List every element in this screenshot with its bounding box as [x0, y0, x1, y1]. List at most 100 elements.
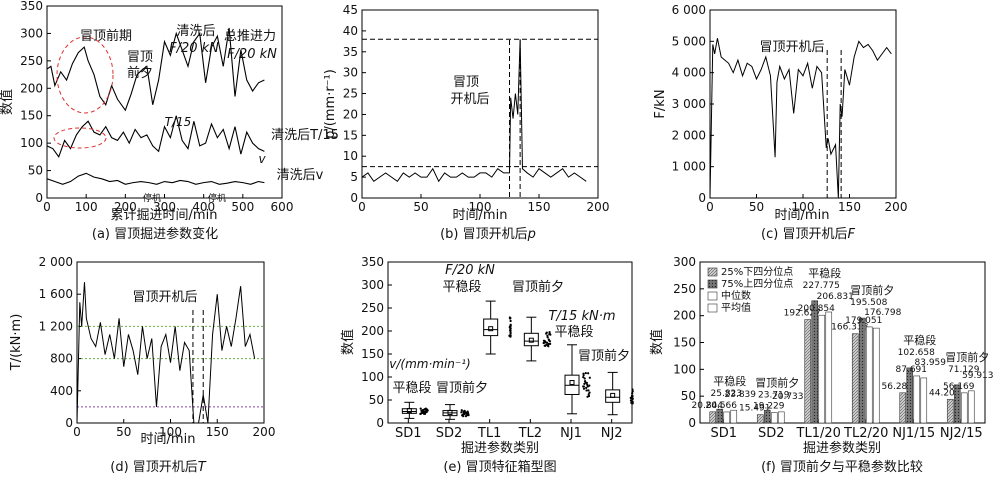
group-label: 冒顶前夕 — [945, 350, 989, 364]
x-tick-label: NJ1/15 — [892, 426, 935, 441]
data-label: 71.129 — [948, 365, 980, 375]
x-tick-label: NJ2/15 — [940, 426, 983, 441]
x-tick-label: NJ2 — [601, 426, 623, 441]
sample-point — [549, 342, 552, 346]
data-label: 56.286 — [882, 382, 914, 392]
y-tick-label: 2 000 — [672, 128, 706, 142]
x-tick-label: SD2 — [436, 426, 463, 441]
y-tick-label: 0 — [65, 416, 73, 430]
series-line-p — [361, 39, 587, 183]
data-label: 23.719 — [758, 390, 790, 400]
y-tick-label: 0 — [698, 191, 706, 205]
data-label: 102.658 — [898, 348, 935, 358]
data-label: 20.844 — [692, 401, 724, 411]
data-label: 227.775 — [803, 281, 840, 291]
x-axis-label: 时间/min — [141, 432, 196, 447]
sample-point — [545, 331, 548, 334]
panel-caption-var: p — [527, 227, 536, 242]
y-tick-label: 0 — [350, 191, 358, 205]
annotation: F/20 kN — [169, 41, 219, 56]
sample-point — [548, 330, 551, 334]
sample-point — [587, 372, 590, 375]
y-tick-label: 250 — [361, 301, 384, 315]
panel-b: 0 50 100 150 200 0 5 10 15 20 25 30 35 40 45 冒顶开机后时间/mi… — [323, 3, 609, 242]
y-tick-label: 45 — [343, 3, 358, 17]
y-axis-label: 数值 — [649, 329, 665, 355]
bar — [899, 392, 907, 424]
annotation: 前夕 — [127, 65, 153, 81]
annotation: 冒顶 — [453, 75, 479, 90]
data-label: 200.854 — [798, 304, 835, 314]
sample-point — [462, 410, 465, 413]
panel-caption: (c) 冒顶开机后F — [761, 227, 855, 242]
x-axis-label: 掘进参数类别 — [461, 440, 539, 456]
sample-point — [549, 333, 552, 336]
y-tick-label: 200 — [673, 309, 696, 323]
x-axis-label: 累计掘进时间/min — [111, 208, 218, 223]
sample-point — [546, 336, 549, 339]
series-group — [47, 27, 265, 185]
x-tick-label: 200 — [885, 200, 908, 214]
annotation: F/20 kN — [445, 263, 495, 278]
panel-caption: (d) 冒顶开机后T — [110, 460, 207, 475]
legend-label: 75%上四分位点 — [721, 277, 793, 290]
data-label: 59.913 — [962, 371, 994, 381]
box-iqr — [523, 332, 539, 347]
y-tick-label: 0 — [35, 191, 43, 205]
x-tick-label: 50 — [413, 200, 428, 214]
sample-point — [426, 409, 429, 412]
y-tick-label: 3 000 — [672, 97, 706, 111]
y-tick-label: 5 — [350, 170, 358, 184]
x-tick-label: 150 — [838, 200, 861, 214]
sample-point — [631, 392, 634, 395]
data-label: 206.831 — [817, 292, 854, 302]
y-tick-label: 50 — [681, 389, 696, 403]
x-tick-label: 150 — [528, 200, 551, 214]
data-label: 23.839 — [725, 390, 757, 400]
x-tick-label: SD1 — [395, 426, 422, 441]
sample-point — [546, 334, 549, 337]
plot-frame — [387, 261, 633, 424]
sample-point — [631, 390, 634, 393]
bar — [723, 411, 731, 424]
x-tick-label: TL2/20 — [843, 426, 888, 441]
y-tick-label: 20 — [343, 107, 358, 121]
group-label: 冒顶前夕 — [755, 375, 799, 389]
sample-point — [629, 396, 632, 400]
x-tick-label: 0 — [73, 425, 81, 439]
bar — [825, 311, 833, 424]
legend-label: 平均值 — [721, 301, 751, 314]
x-tick-label: 200 — [114, 200, 137, 214]
sample-point — [509, 331, 512, 334]
legend-swatch — [707, 267, 718, 277]
panel-caption-text: (d) 冒顶开机后 — [110, 460, 198, 475]
annotation: T/15 — [165, 115, 192, 129]
legend-label: 中位数 — [721, 289, 751, 302]
y-tick-label: 100 — [20, 136, 43, 150]
panel-e: 0 50 100 150 200 250 300 350 SD1 SD2 TL1 TL2 NJ1 NJ2 F… — [340, 255, 634, 475]
sample-point — [548, 340, 552, 343]
annotation: 冒顶前夕 — [578, 348, 630, 364]
y-tick-label: 0 — [688, 416, 696, 430]
panel-caption: (b) 冒顶开机后p — [440, 227, 536, 242]
y-tick-label: 250 — [673, 282, 696, 296]
data-label: 20.566 — [706, 401, 738, 411]
y-axis-label: F/kN — [653, 89, 668, 118]
x-tick-label: 500 — [231, 200, 254, 214]
highlight-ellipse — [53, 127, 107, 149]
y-tick-label: 100 — [361, 370, 384, 384]
annotation: 冒顶前夕 — [512, 279, 564, 295]
sample-point — [547, 345, 550, 348]
y-tick-label: 350 — [20, 0, 43, 13]
legend-swatch — [707, 279, 718, 289]
x-tick-label: 100 — [75, 200, 98, 214]
x-tick-label: 200 — [587, 200, 610, 214]
annotation: 清洗后v — [277, 168, 324, 183]
data-label: 25.823 — [711, 389, 743, 399]
box-mean — [610, 392, 616, 398]
x-tick-label: 50 — [749, 200, 764, 214]
y-tick-label: 1 600 — [39, 287, 73, 301]
y-tick-label: 6 000 — [672, 3, 706, 17]
y-tick-label: 25 — [343, 87, 358, 101]
